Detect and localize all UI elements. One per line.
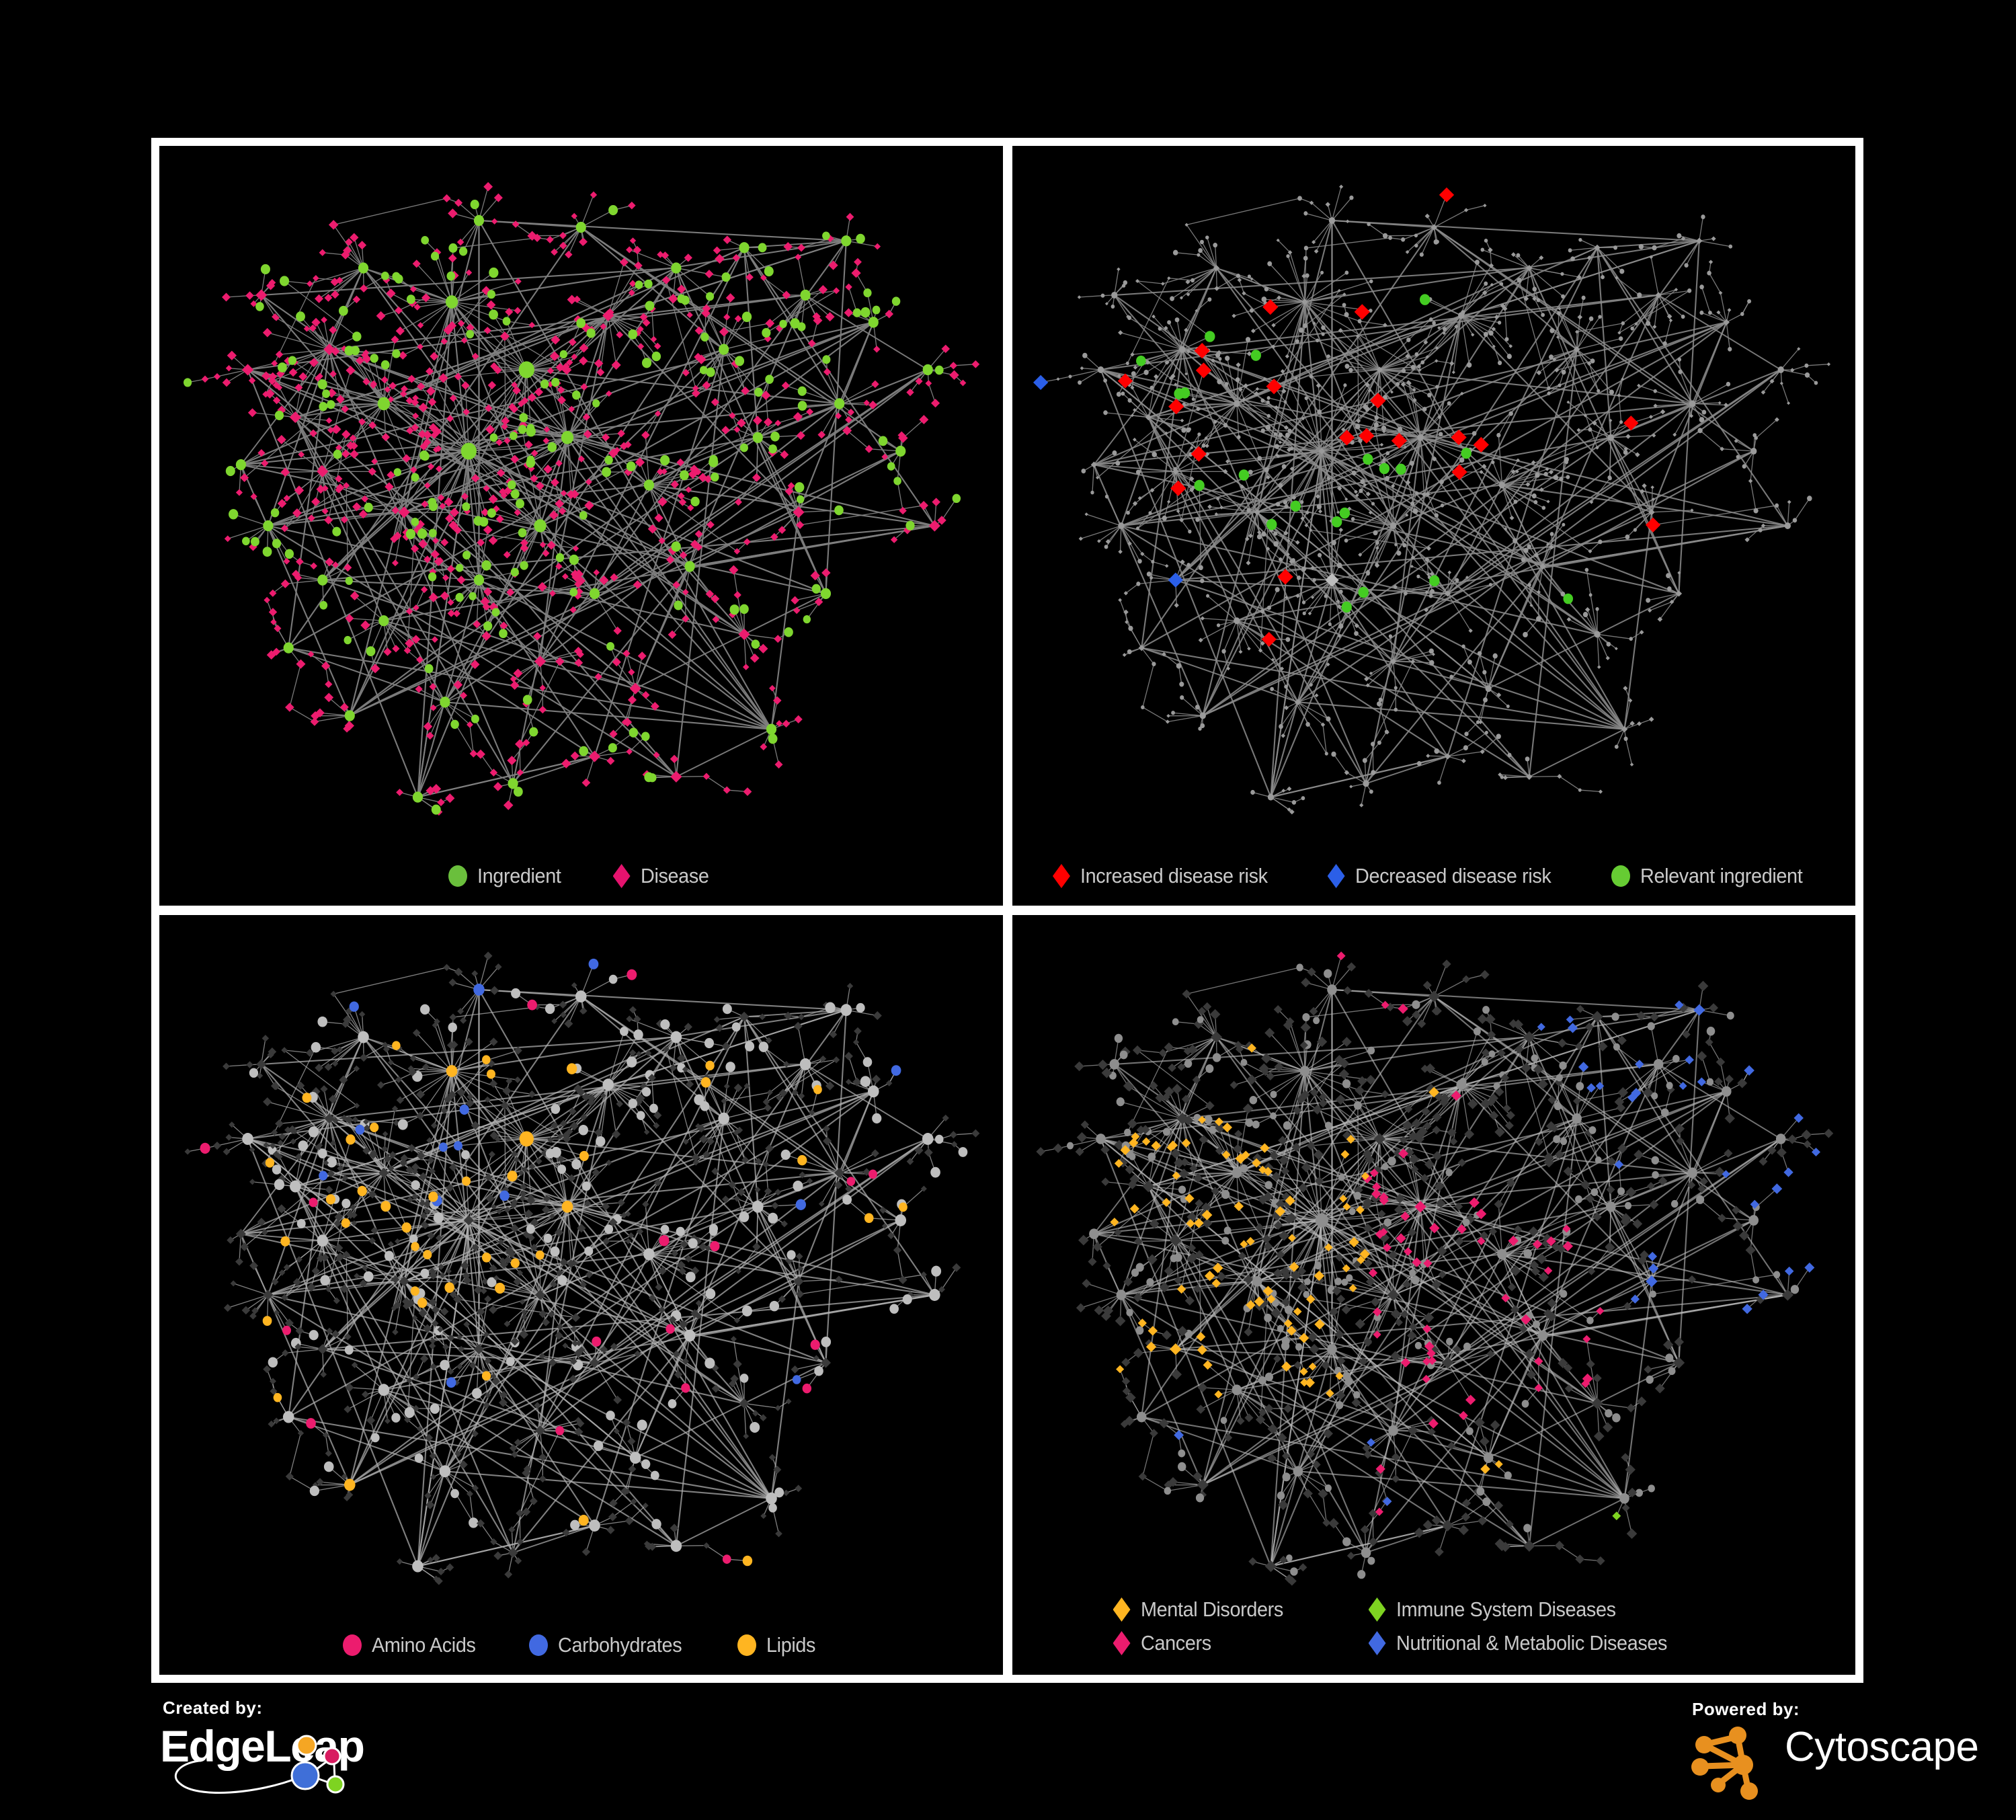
- panel-ingredient-classes[interactable]: Amino Acids Carbohydrates Lipids: [159, 915, 1003, 1675]
- network-graph-1: [183, 182, 980, 816]
- footer: Created by: EdgeLeap Powered by: Cytosca…: [0, 1684, 2016, 1820]
- created-by-label: Created by:: [163, 1698, 263, 1718]
- cytoscape-wordmark: Cytoscape: [1785, 1724, 1979, 1770]
- network-graph-3: [184, 951, 980, 1585]
- cytoscape-branding: Powered by: Cytoscape: [1677, 1699, 1979, 1807]
- cytoscape-logo-icon: [1691, 1727, 1758, 1800]
- powered-by-label: Powered by:: [1692, 1699, 1800, 1719]
- panel-grid: Ingredient Disease Increased disease ris…: [151, 138, 1863, 1683]
- network-canvas-2[interactable]: [1012, 146, 1856, 906]
- network-graph-4: [1035, 951, 1833, 1586]
- panel-disease-classes[interactable]: Mental Disorders Immune System Diseases …: [1012, 915, 1856, 1675]
- panel-ingredient-disease[interactable]: Ingredient Disease: [159, 146, 1003, 906]
- network-canvas-3[interactable]: [159, 915, 1003, 1675]
- network-canvas-1[interactable]: [159, 146, 1003, 906]
- network-graph-2: [1033, 184, 1830, 815]
- panel-disease-risk[interactable]: Increased disease risk Decreased disease…: [1012, 146, 1856, 906]
- network-canvas-4[interactable]: [1012, 915, 1856, 1675]
- edgeleap-logo-icon: [174, 1735, 345, 1794]
- edgeleap-branding: Created by: EdgeLeap: [156, 1696, 506, 1811]
